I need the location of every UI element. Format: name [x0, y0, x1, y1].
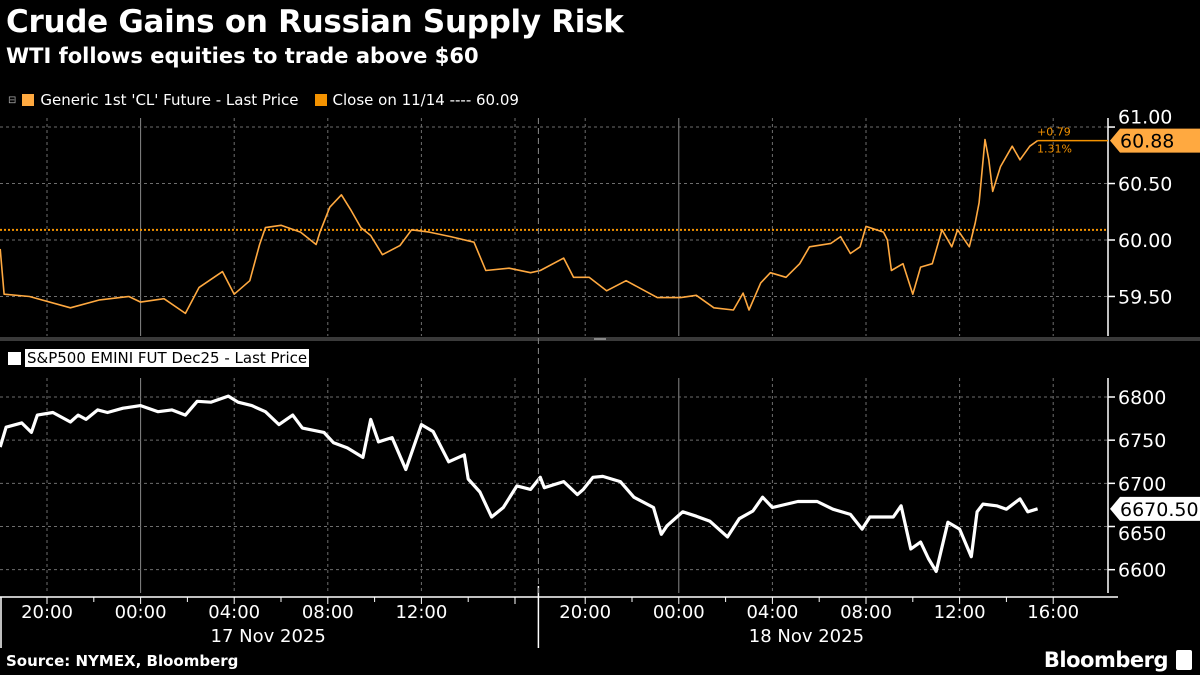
y-tick-label: 60.00 — [1118, 230, 1172, 252]
bloomberg-logo: Bloomberg — [1044, 648, 1192, 672]
collapse-icon[interactable]: ⊟ — [8, 94, 17, 106]
source-note: Source: NYMEX, Bloomberg — [6, 652, 239, 670]
x-tick-label: 12:00 — [395, 602, 447, 623]
y-tick-label: 6650 — [1118, 523, 1166, 545]
x-tick-label: 20:00 — [21, 602, 73, 623]
x-tick-label: 12:00 — [934, 602, 986, 623]
y-tick-label: 60.50 — [1118, 174, 1172, 196]
logo-text: Bloomberg — [1043, 648, 1169, 672]
spx-series-line — [0, 394, 1039, 574]
close-swatch — [314, 94, 327, 106]
x-tick-label: 00:00 — [115, 602, 167, 623]
last-value-tag — [1110, 128, 1200, 153]
y-tick-label: 6800 — [1118, 387, 1166, 409]
change-pct-label: 1.31% — [1037, 143, 1072, 156]
spx-legend: S&P500 EMINI FUT Dec25 - Last Price — [8, 349, 310, 367]
last-value-label: 6670.50 — [1120, 499, 1199, 521]
x-tick-label: 08:00 — [840, 602, 892, 623]
x-tick-label: 00:00 — [653, 602, 705, 623]
bloomberg-mark-icon — [1176, 650, 1192, 670]
date-label: 18 Nov 2025 — [749, 626, 864, 647]
panel-resize-handle — [594, 338, 606, 340]
date-label: 17 Nov 2025 — [211, 626, 326, 647]
x-tick-label: 08:00 — [302, 602, 354, 623]
last-value-label: 60.88 — [1120, 131, 1174, 153]
wti-swatch — [22, 94, 35, 106]
spx-swatch — [8, 351, 21, 365]
y-tick-label: 6600 — [1118, 560, 1166, 582]
legend-wti-label: Generic 1st 'CL' Future - Last Price — [40, 91, 299, 109]
y-tick-label: 6700 — [1118, 473, 1166, 495]
chart-subtitle: WTI follows equities to trade above $60 — [6, 44, 479, 68]
x-tick-label: 16:00 — [1027, 602, 1079, 623]
y-tick-label: 6750 — [1118, 430, 1166, 452]
chart-title: Crude Gains on Russian Supply Risk — [6, 4, 624, 40]
change-label: +0.79 — [1037, 126, 1071, 139]
wti-series-line — [0, 138, 1039, 315]
x-tick-label: 04:00 — [208, 602, 260, 623]
x-tick-label: 20:00 — [559, 602, 611, 623]
wti-legend: ⊟ Generic 1st 'CL' Future - Last Price C… — [8, 91, 519, 109]
y-tick-label: 61.00 — [1118, 107, 1172, 129]
legend-spx-label: S&P500 EMINI FUT Dec25 - Last Price — [25, 349, 310, 367]
x-tick-label: 04:00 — [746, 602, 798, 623]
y-tick-label: 59.50 — [1118, 286, 1172, 308]
last-value-tag — [1110, 496, 1200, 521]
legend-close-label: Close on 11/14 ---- 60.09 — [332, 91, 519, 109]
